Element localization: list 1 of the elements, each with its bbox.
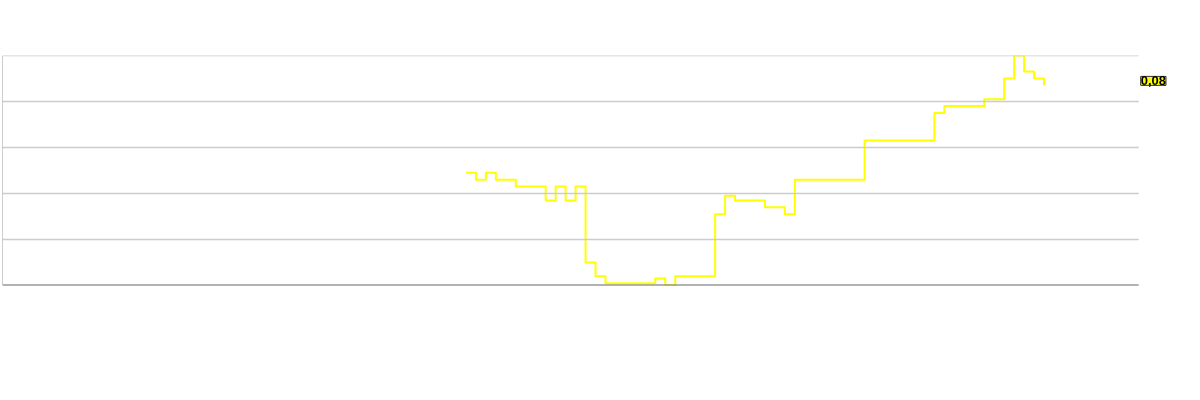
text: 0,08 <box>1140 73 1167 89</box>
